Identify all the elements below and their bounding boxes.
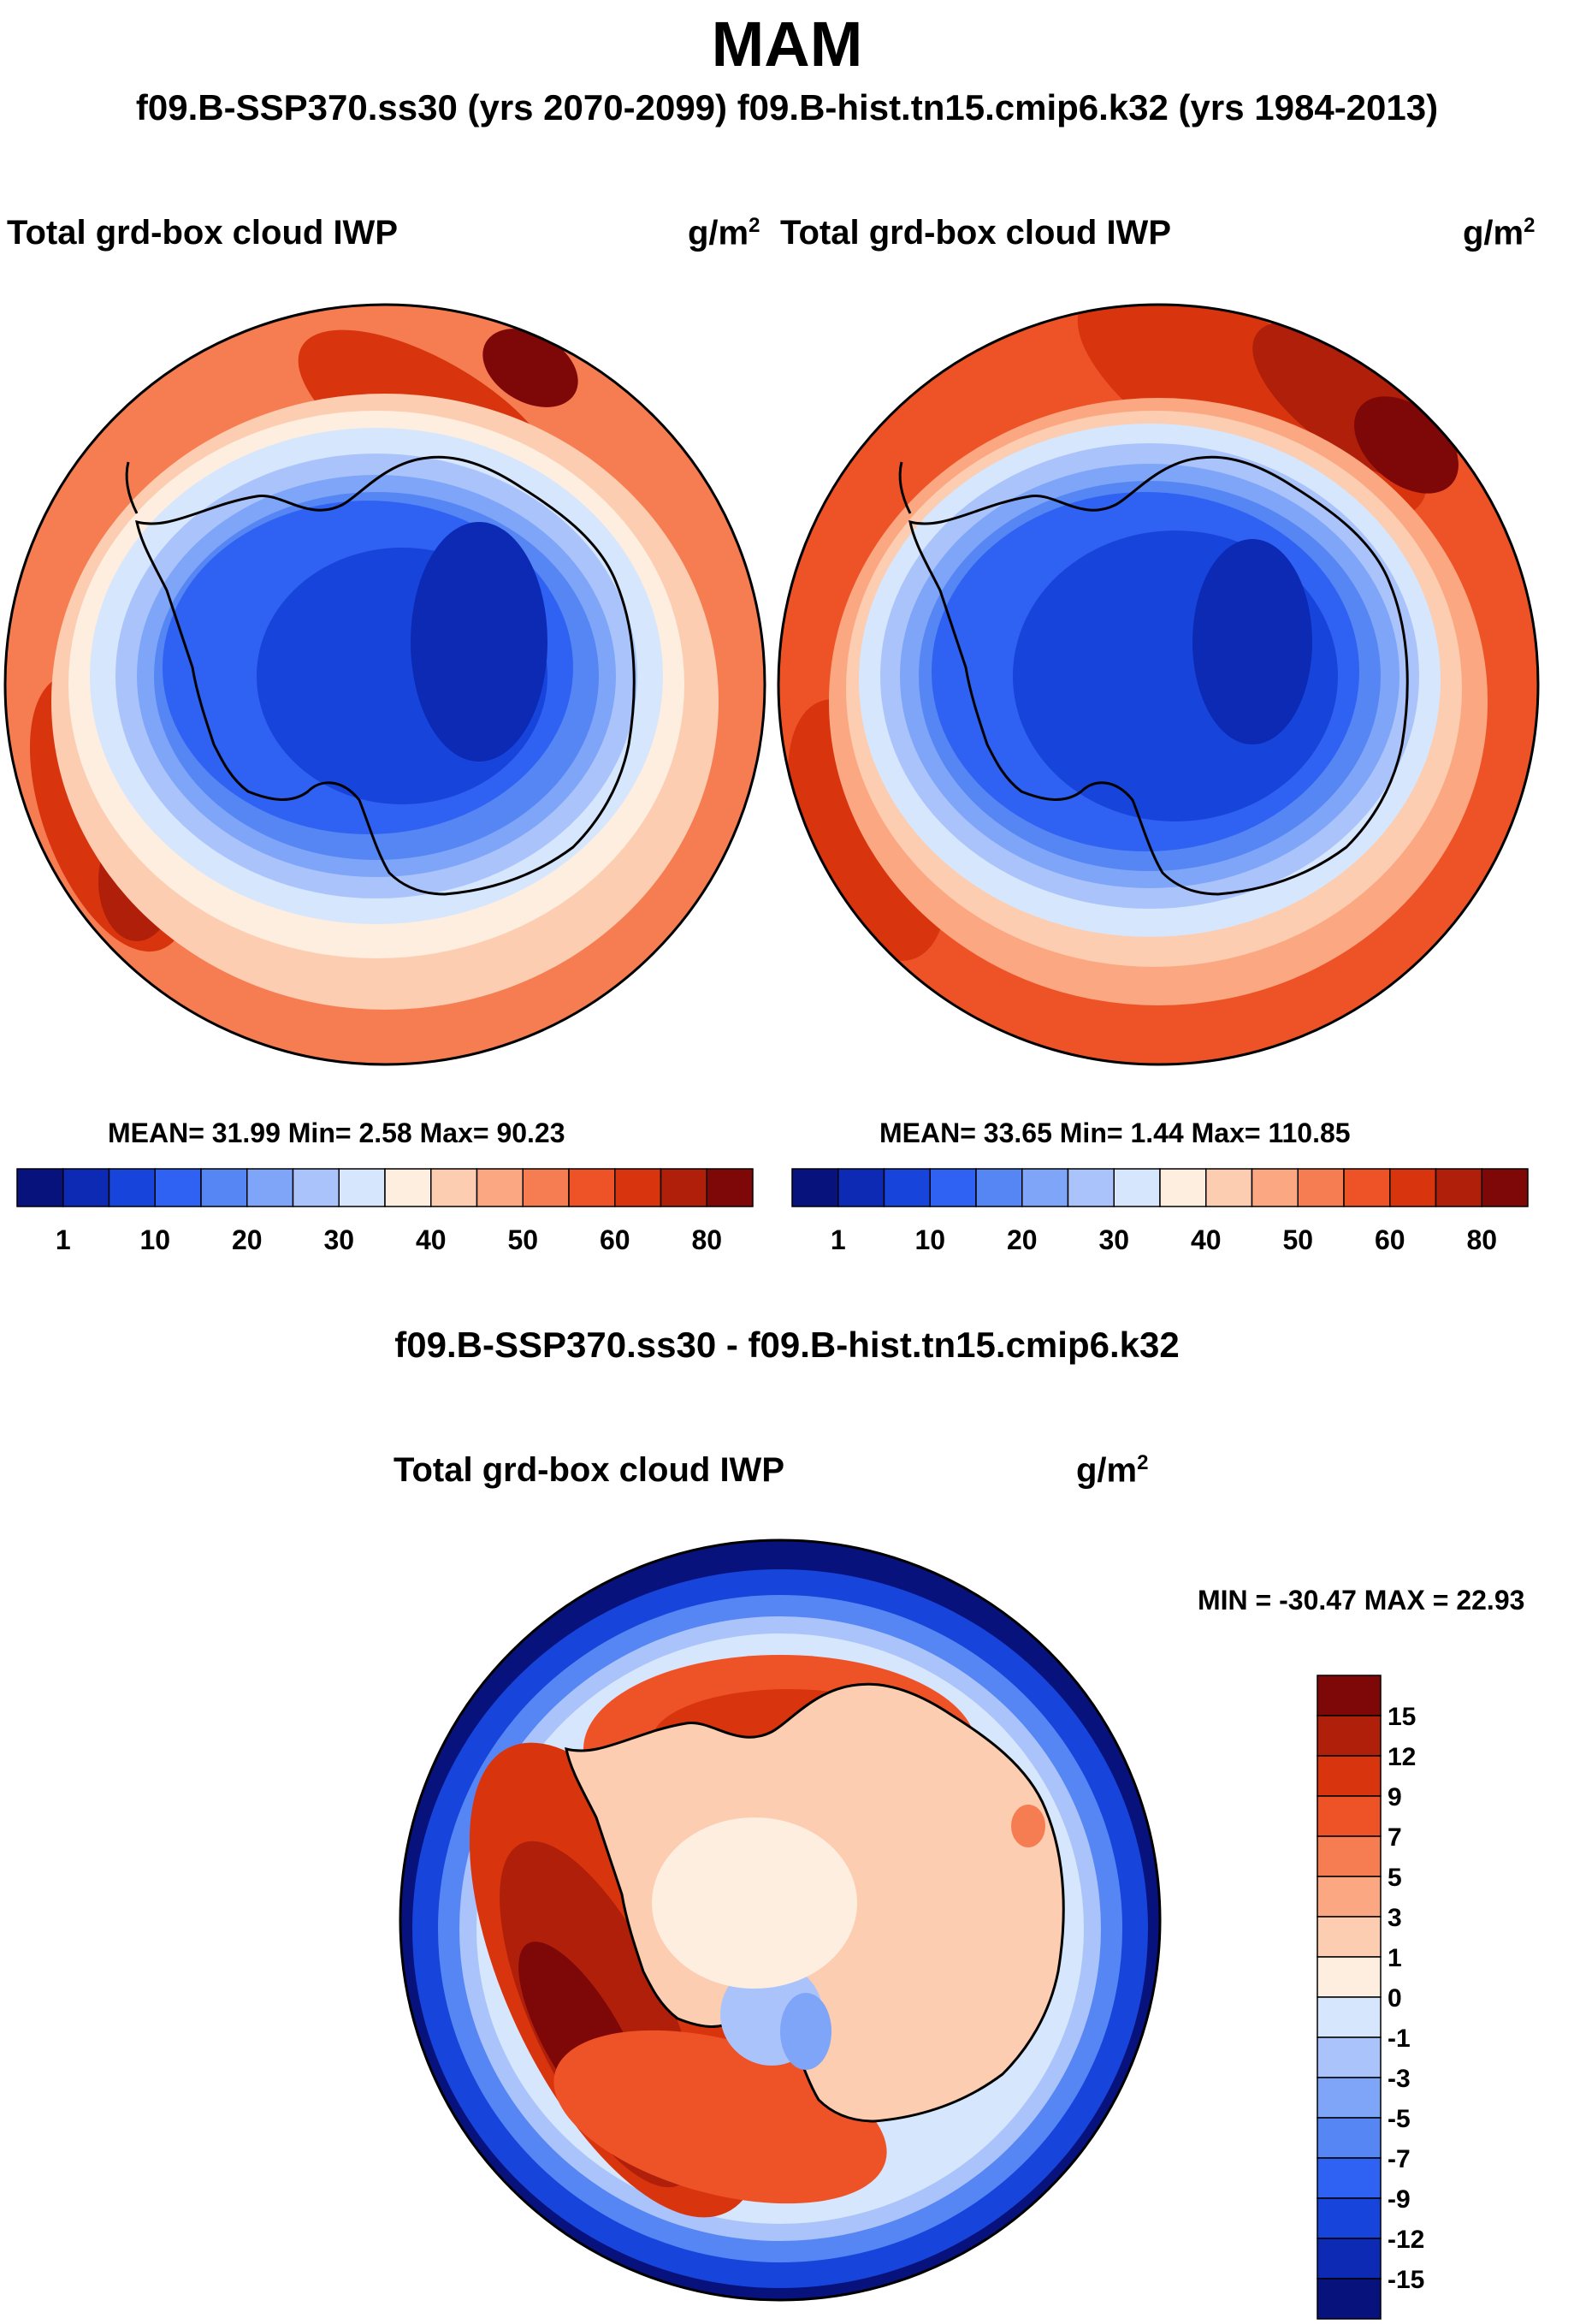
panel2-colorbar: 1 10 20 30 40 50 60 80 — [791, 1168, 1529, 1255]
panel2-colorbar-swatch — [791, 1168, 839, 1207]
diff-colorbar-tick-label: 3 — [1388, 1904, 1402, 1932]
panel2-colorbar-swatch — [883, 1168, 931, 1207]
diff-colorbar-tick-label: 12 — [1388, 1743, 1416, 1771]
diff-minmax: MIN = -30.47 MAX = 22.93 — [1198, 1585, 1525, 1616]
diff-colorbar-swatch — [1317, 1715, 1382, 1757]
panel2-stats: MEAN= 33.65 Min= 1.44 Max= 110.85 — [879, 1118, 1351, 1148]
panel1-colorbar-tick-label: 1 — [56, 1224, 71, 1255]
panel2-colorbar-swatch — [1067, 1168, 1115, 1207]
panel1-colorbar-tick-label: 50 — [507, 1224, 538, 1255]
diff-colorbar-tick-label: -7 — [1388, 2145, 1411, 2173]
panel2-colorbar-tick-label: 50 — [1282, 1224, 1313, 1255]
diff-colorbar-tick-label: 5 — [1388, 1864, 1402, 1892]
panel2-colorbar-swatch — [1113, 1168, 1161, 1207]
panel1-colorbar-swatch — [62, 1168, 110, 1207]
diff-colorbar-tick-label: -12 — [1388, 2226, 1424, 2254]
diff-colorbar-swatch — [1317, 1916, 1382, 1958]
season-title: MAM — [711, 9, 863, 80]
panel1-map — [3, 303, 766, 1066]
panel2-colorbar-swatch — [1343, 1168, 1391, 1207]
panel2-colorbar-tick-label: 10 — [914, 1224, 945, 1255]
panel1-colorbar-tick-label: 10 — [139, 1224, 170, 1255]
panel1-colorbar-tick-label: 60 — [600, 1224, 630, 1255]
diff-title: f09.B-SSP370.ss30 - f09.B-hist.tn15.cmip… — [394, 1325, 1180, 1365]
panel2-colorbar-swatch — [1389, 1168, 1437, 1207]
diff-colorbar-swatch — [1317, 2117, 1382, 2159]
panel2-colorbar-tick-label: 20 — [1007, 1224, 1038, 1255]
diff-colorbar-tick-label: -9 — [1388, 2185, 1411, 2214]
diff-colorbar-tick-label: 1 — [1388, 1944, 1402, 1972]
panel2-colorbar-swatch — [1021, 1168, 1069, 1207]
panel2-colorbar-tick-label: 40 — [1191, 1224, 1222, 1255]
panel1-colorbar-swatch — [522, 1168, 570, 1207]
panel2-colorbar-swatch — [1481, 1168, 1529, 1207]
panel1-units: g/m2 — [688, 214, 760, 252]
panel1-colorbar-swatch — [476, 1168, 524, 1207]
diff-colorbar-swatch — [1317, 2238, 1382, 2280]
diff-colorbar-swatch — [1317, 2278, 1382, 2320]
diff-colorbar-tick-label: -1 — [1388, 2025, 1411, 2053]
panel2-colorbar-swatch — [837, 1168, 885, 1207]
panel1-colorbar-swatch — [384, 1168, 432, 1207]
panel1-colorbar: 1 10 20 30 40 50 60 80 — [16, 1168, 754, 1255]
panel2-units: g/m2 — [1463, 214, 1536, 252]
panel2-colorbar-swatch — [1297, 1168, 1345, 1207]
panel1-colorbar-swatch — [200, 1168, 248, 1207]
panel1-colorbar-swatch — [246, 1168, 294, 1207]
panel2-variable: Total grd-box cloud IWP — [780, 214, 1171, 252]
diff-colorbar-swatch — [1317, 1876, 1382, 1918]
diff-colorbar-swatch — [1317, 1956, 1382, 1998]
diff-colorbar-swatch — [1317, 1996, 1382, 2038]
diff-colorbar-swatch — [1317, 1835, 1382, 1877]
diff-colorbar-swatch — [1317, 2077, 1382, 2119]
panel2-colorbar-tick-label: 60 — [1375, 1224, 1405, 1255]
panel1-variable: Total grd-box cloud IWP — [7, 214, 398, 252]
panel2-colorbar-swatch — [1251, 1168, 1299, 1207]
diff-colorbar-swatch — [1317, 2197, 1382, 2239]
panel1-colorbar-tick-label: 40 — [416, 1224, 447, 1255]
diff-colorbar-tick-label: -3 — [1388, 2065, 1411, 2093]
diff-colorbar-tick-label: -15 — [1388, 2266, 1424, 2294]
panel2-colorbar-swatch — [929, 1168, 977, 1207]
panel1-colorbar-swatch — [614, 1168, 662, 1207]
panel1-colorbar-swatch — [338, 1168, 386, 1207]
panel2-colorbar-tick-label: 1 — [831, 1224, 846, 1255]
panel1-colorbar-swatch — [660, 1168, 707, 1207]
diff-colorbar-swatch — [1317, 2157, 1382, 2199]
diff-colorbar-swatch — [1317, 2036, 1382, 2078]
panel1-colorbar-swatch — [292, 1168, 340, 1207]
panel2-colorbar-tick-label: 80 — [1466, 1224, 1497, 1255]
panel1-colorbar-swatch — [154, 1168, 202, 1207]
panel2-map — [777, 303, 1540, 1066]
panel2-colorbar-tick-label: 30 — [1098, 1224, 1129, 1255]
diff-variable: Total grd-box cloud IWP — [394, 1451, 784, 1489]
panel1-colorbar-swatch — [16, 1168, 64, 1207]
panel1-colorbar-tick-label: 20 — [232, 1224, 263, 1255]
diff-colorbar-tick-label: 7 — [1388, 1823, 1402, 1852]
diff-colorbar-swatch — [1317, 1675, 1382, 1716]
panel1-colorbar-swatch — [568, 1168, 616, 1207]
panel1-colorbar-swatch — [108, 1168, 156, 1207]
diff-colorbar-swatch — [1317, 1755, 1382, 1797]
diff-units: g/m2 — [1076, 1451, 1149, 1490]
panel2-colorbar-swatch — [1205, 1168, 1253, 1207]
diff-colorbar: 15 12 9 7 5 3 1 0 -1 -3 -5 -7 -9 -12 -15 — [1317, 1675, 1424, 2320]
panel2-colorbar-swatch — [975, 1168, 1023, 1207]
panel1-stats: MEAN= 31.99 Min= 2.58 Max= 90.23 — [108, 1118, 565, 1148]
diff-colorbar-tick-label: 9 — [1388, 1783, 1402, 1811]
runs-title: f09.B-SSP370.ss30 (yrs 2070-2099) f09.B-… — [135, 87, 1439, 127]
diff-colorbar-tick-label: 15 — [1388, 1703, 1416, 1731]
diff-colorbar-tick-label: -5 — [1388, 2105, 1411, 2133]
panel2-colorbar-swatch — [1159, 1168, 1207, 1207]
diff-colorbar-swatch — [1317, 1795, 1382, 1837]
panel2-colorbar-swatch — [1435, 1168, 1482, 1207]
panel1-colorbar-swatch — [706, 1168, 754, 1207]
panel1-colorbar-swatch — [430, 1168, 478, 1207]
panel1-colorbar-tick-label: 30 — [323, 1224, 354, 1255]
diff-colorbar-tick-label: 0 — [1388, 1984, 1402, 2013]
panel1-colorbar-tick-label: 80 — [691, 1224, 722, 1255]
diff-map — [399, 1538, 1162, 2302]
